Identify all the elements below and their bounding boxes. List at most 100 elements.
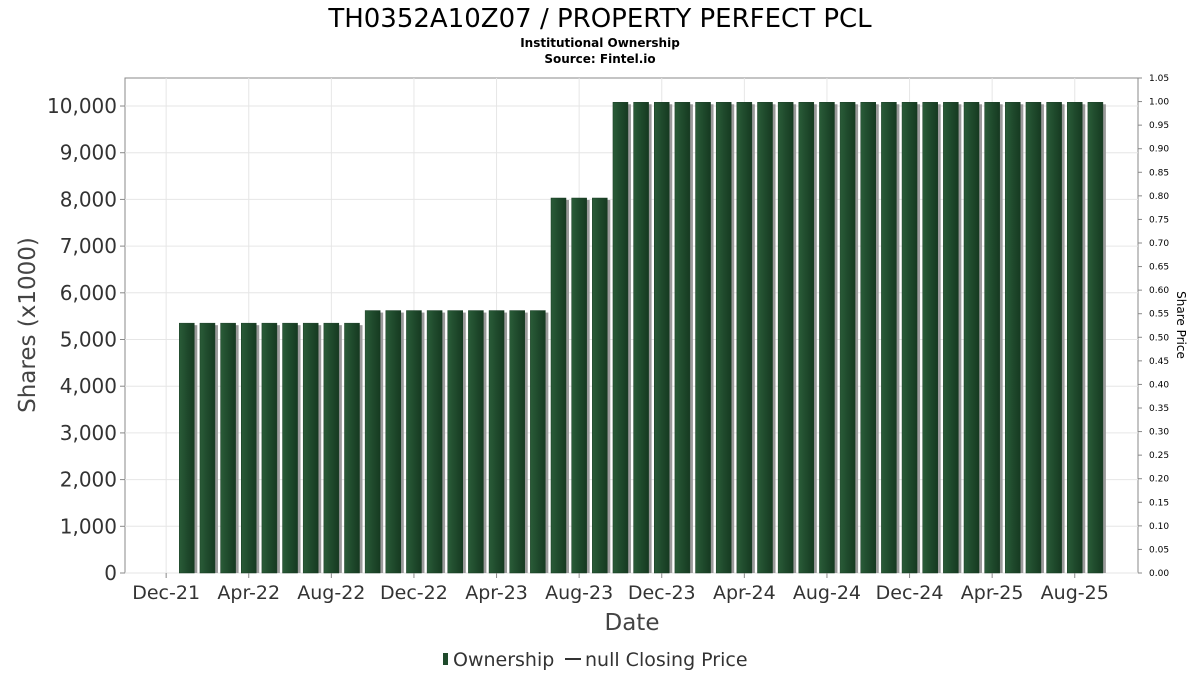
bar: [282, 322, 298, 574]
x-axis-label: Date: [605, 610, 660, 636]
y2-tick-label: 0.95: [1149, 121, 1169, 131]
y2-tick-label: 0.20: [1149, 475, 1169, 485]
bar: [530, 310, 546, 574]
bar: [736, 102, 753, 574]
bar: [199, 322, 216, 574]
x-tick-label: Aug-25: [1041, 582, 1109, 604]
chart-source: Source: Fintel.io: [544, 52, 655, 66]
bar: [633, 102, 649, 574]
y2-tick-label: 1.00: [1149, 98, 1169, 108]
bar: [612, 102, 629, 574]
y2-tick-label: 0.50: [1149, 333, 1169, 343]
bar: [819, 102, 835, 574]
y-tick-label: 2,000: [60, 468, 117, 492]
bars: [179, 102, 1106, 574]
y-axis-label: Shares (x1000): [15, 237, 41, 413]
bar: [1067, 102, 1083, 574]
bar: [777, 102, 794, 574]
bar: [798, 102, 815, 574]
bar: [406, 310, 422, 574]
x-tick-label: Apr-23: [465, 582, 528, 604]
y2-tick-label: 0.70: [1149, 239, 1169, 249]
y2-tick-label: 0.80: [1149, 192, 1169, 202]
x-tick-label: Aug-23: [545, 582, 613, 604]
y-tick-label: 7,000: [60, 234, 117, 258]
y-axis-ticks: 0 1,000 2,000 3,000 4,000 5,000 6,000 7,000 8,00…: [47, 94, 125, 585]
bar: [757, 102, 773, 574]
y2-tick-label: 0.45: [1149, 357, 1169, 367]
bar: [1005, 102, 1021, 574]
y-tick-label: 6,000: [60, 281, 117, 305]
bar: [839, 102, 856, 574]
bar: [241, 322, 257, 574]
y2-tick-label: 0.55: [1149, 310, 1169, 320]
x-tick-label: Dec-23: [628, 582, 696, 604]
y-tick-label: 9,000: [60, 141, 117, 165]
y2-tick-label: 0.40: [1149, 380, 1169, 390]
x-tick-label: Apr-24: [713, 582, 776, 604]
y2-tick-label: 0.85: [1149, 168, 1169, 178]
x-tick-label: Apr-22: [217, 582, 280, 604]
y2-tick-label: 0.60: [1149, 286, 1169, 296]
bar: [674, 102, 691, 574]
bar: [1087, 102, 1104, 574]
bar: [881, 102, 897, 574]
y-tick-label: 4,000: [60, 374, 117, 398]
y2-tick-label: 0.90: [1149, 145, 1169, 155]
x-tick-label: Dec-21: [132, 582, 200, 604]
legend-ownership-swatch: [443, 653, 448, 665]
y-tick-label: 8,000: [60, 187, 117, 211]
y2-axis-ticks: 0.00 0.05 0.10 0.15 0.20 0.25 0.30 0.35 0.40 0.45…: [1138, 74, 1169, 579]
bar: [901, 102, 918, 574]
bar: [550, 197, 567, 574]
y-tick-label: 0: [104, 561, 117, 585]
bar: [1025, 102, 1042, 574]
y2-tick-label: 0.10: [1149, 522, 1169, 532]
bar: [488, 310, 505, 574]
y2-tick-label: 0.65: [1149, 263, 1169, 273]
x-tick-label: Dec-22: [380, 582, 448, 604]
bar: [984, 102, 1000, 574]
bar: [1046, 102, 1062, 574]
bar: [344, 322, 360, 574]
x-axis-ticks: Dec-21 Apr-22 Aug-22 Dec-22 Apr-23 Aug-23 Dec-…: [132, 573, 1109, 604]
y2-tick-label: 0.15: [1149, 498, 1169, 508]
bar: [220, 322, 236, 574]
x-tick-label: Dec-24: [876, 582, 944, 604]
bar: [922, 102, 938, 574]
bar: [860, 102, 876, 574]
bar: [179, 322, 195, 574]
legend-price-label: null Closing Price: [585, 649, 748, 671]
x-tick-label: Aug-22: [297, 582, 365, 604]
y-tick-label: 5,000: [60, 328, 117, 352]
y2-tick-label: 0.35: [1149, 404, 1169, 414]
bar: [302, 322, 319, 574]
y2-axis-label: Share Price: [1174, 291, 1188, 359]
bar: [715, 102, 732, 574]
bar: [364, 310, 381, 574]
y2-tick-label: 0.05: [1149, 545, 1169, 555]
x-tick-label: Apr-25: [961, 582, 1024, 604]
y2-tick-label: 0.30: [1149, 428, 1169, 438]
bar: [447, 310, 463, 574]
y2-tick-label: 0.25: [1149, 451, 1169, 461]
bar: [385, 310, 402, 574]
bar: [695, 102, 711, 574]
y2-tick-label: 0.75: [1149, 215, 1169, 225]
bar: [943, 102, 959, 574]
bar: [592, 197, 608, 574]
bar: [426, 310, 443, 574]
bar: [571, 197, 587, 574]
bar: [654, 102, 670, 574]
bar: [963, 102, 980, 574]
bar: [323, 322, 340, 574]
legend-ownership-label: Ownership: [453, 649, 554, 671]
y-tick-label: 3,000: [60, 421, 117, 445]
legend: Ownership null Closing Price: [443, 649, 748, 671]
y2-tick-label: 1.05: [1149, 74, 1169, 84]
bar: [261, 322, 278, 574]
bar: [468, 310, 484, 574]
bar: [509, 310, 525, 574]
chart-title: TH0352A10Z07 / PROPERTY PERFECT PCL: [327, 4, 872, 34]
y2-tick-label: 0.00: [1149, 569, 1169, 579]
